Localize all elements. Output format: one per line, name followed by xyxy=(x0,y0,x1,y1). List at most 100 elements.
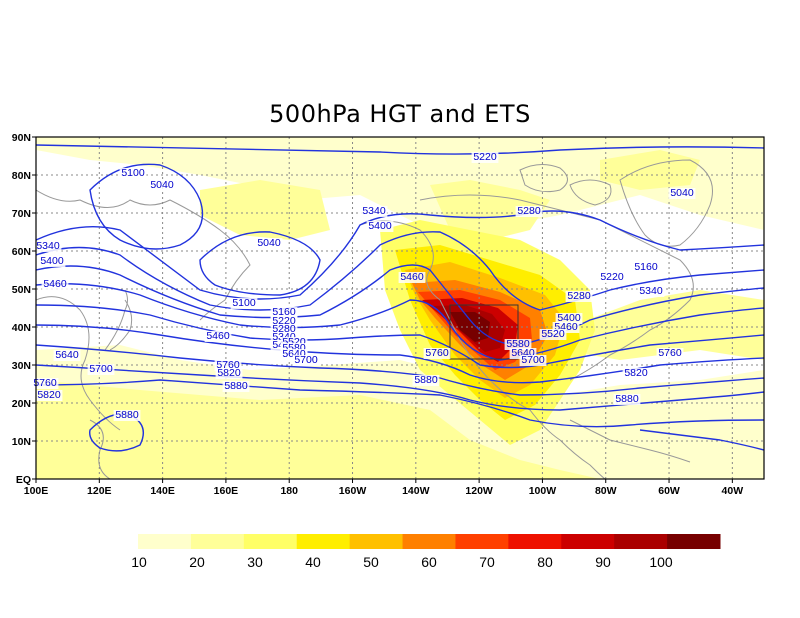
contour-label: 5820 xyxy=(624,367,648,379)
contour-label-bg xyxy=(632,262,660,273)
ets-domain-box xyxy=(449,304,519,360)
x-tick-label: 60W xyxy=(658,485,680,497)
contour-label-bg xyxy=(270,316,298,327)
colorbar-label: 50 xyxy=(363,554,379,570)
x-tick-label: 160E xyxy=(214,485,239,497)
colorbar-swatch xyxy=(614,534,668,549)
contour-label: 5280 xyxy=(517,205,541,217)
map-title: 500hPa HGT and ETS xyxy=(269,100,531,128)
contour-label-bg xyxy=(366,221,394,232)
contour-label-bg xyxy=(280,343,308,354)
contour-label-bg xyxy=(622,368,650,379)
colorbar-swatch xyxy=(402,534,456,549)
contour-label: 5160 xyxy=(272,306,296,318)
contour-label-bg xyxy=(515,206,543,217)
contour-label-bg xyxy=(113,410,141,421)
x-tick-label: 80W xyxy=(595,485,617,497)
contour-label: 5460 xyxy=(206,330,230,342)
colorbar-swatch xyxy=(667,534,721,549)
y-tick-label: 90N xyxy=(12,132,31,144)
contour-label: 5880 xyxy=(224,380,248,392)
contour-label: 5040 xyxy=(257,237,281,249)
x-tick-label: 120E xyxy=(87,485,112,497)
contour-label-bg xyxy=(412,375,440,386)
colorbar-label: 80 xyxy=(537,554,553,570)
x-tick-label: 100E xyxy=(24,485,49,497)
contour-label-bg xyxy=(230,298,258,309)
contour-label: 5220 xyxy=(473,151,497,163)
contour-label: 5880 xyxy=(115,409,139,421)
contour-label-bg xyxy=(38,256,66,267)
colorbar-swatch xyxy=(349,534,404,549)
contour-label: 5760 xyxy=(425,347,449,359)
contour-label: 5640 xyxy=(55,349,79,361)
contour-label-bg xyxy=(270,307,298,318)
contour-label-bg xyxy=(270,324,298,335)
contour-label-bg xyxy=(423,348,451,359)
colorbar-swatch xyxy=(296,534,351,549)
x-tick-label: 120W xyxy=(465,485,493,497)
x-tick-label: 40W xyxy=(722,485,744,497)
y-tick-label: 70N xyxy=(12,208,31,220)
contour-label-bg xyxy=(613,394,641,405)
x-tick-label: 140W xyxy=(402,485,430,497)
colorbar-label: 40 xyxy=(305,554,321,570)
contour-label-bg xyxy=(539,329,567,340)
contour-label-bg xyxy=(637,286,665,297)
y-tick-label: EQ xyxy=(16,474,31,486)
y-tick-label: 60N xyxy=(12,246,31,258)
colorbar-swatch xyxy=(243,534,298,549)
colorbar-label: 70 xyxy=(479,554,495,570)
contour-label-bg xyxy=(215,368,243,379)
contour-label-bg xyxy=(471,152,499,163)
contour-label: 5820 xyxy=(217,367,241,379)
y-tick-label: 10N xyxy=(12,436,31,448)
contour-label: 5400 xyxy=(368,220,392,232)
contour-label-bg xyxy=(509,348,537,359)
colorbar-label: 90 xyxy=(595,554,611,570)
x-tick-label: 180 xyxy=(280,485,298,497)
contour-label: 5760 xyxy=(33,377,57,389)
contour-label: 5880 xyxy=(615,393,639,405)
axes: 100E 120E 140E 160E 180 160W 140W 120W 100W 80W 60… xyxy=(12,132,743,497)
contour-label: 5400 xyxy=(40,255,64,267)
contour-label-bg xyxy=(656,348,684,359)
contour-label: 5340 xyxy=(639,285,663,297)
contour-label: 5580 xyxy=(506,338,530,350)
y-tick-label: 50N xyxy=(12,284,31,296)
contour-label-bg xyxy=(668,188,696,199)
colorbar-label: 100 xyxy=(649,554,673,570)
contour-label-bg xyxy=(53,350,81,361)
contour-label: 5700 xyxy=(521,354,545,366)
contour-label-bg xyxy=(35,390,63,401)
contour-label: 5400 xyxy=(557,312,581,324)
colorbar-swatch xyxy=(561,534,615,549)
contour-label-bg xyxy=(280,337,308,348)
contour-labels: 5100 5040 5220 5040 5340 5280 5400 5040 5340 5400… xyxy=(31,151,696,421)
contour-label: 5220 xyxy=(600,271,624,283)
contour-label-bg xyxy=(598,272,626,283)
colorbar-label: 60 xyxy=(421,554,437,570)
contour-label-bg xyxy=(34,241,62,252)
contour-label: 5460 xyxy=(400,271,424,283)
y-tick-label: 40N xyxy=(12,322,31,334)
plot-frame xyxy=(35,136,765,480)
contour-label-bg xyxy=(31,378,59,389)
contour-label: 5520 xyxy=(541,328,565,340)
contour-label-bg xyxy=(280,349,308,360)
contour-label-bg xyxy=(204,331,232,342)
contour-label: 5100 xyxy=(121,167,145,179)
contour-label-bg xyxy=(565,291,593,302)
contour-label-bg xyxy=(555,313,583,324)
colorbar-swatch xyxy=(455,534,509,549)
contour-label-bg xyxy=(519,355,547,366)
x-tick-label: 100W xyxy=(529,485,557,497)
contour-label: 5880 xyxy=(414,374,438,386)
contour-label-bg xyxy=(119,168,147,179)
y-tick-label: 80N xyxy=(12,170,31,182)
contour-label-bg xyxy=(398,272,426,283)
contour-label-bg xyxy=(87,364,115,375)
colorbar-swatch xyxy=(138,534,192,549)
colorbar-label: 10 xyxy=(131,554,147,570)
contour-label: 5280 xyxy=(567,290,591,302)
